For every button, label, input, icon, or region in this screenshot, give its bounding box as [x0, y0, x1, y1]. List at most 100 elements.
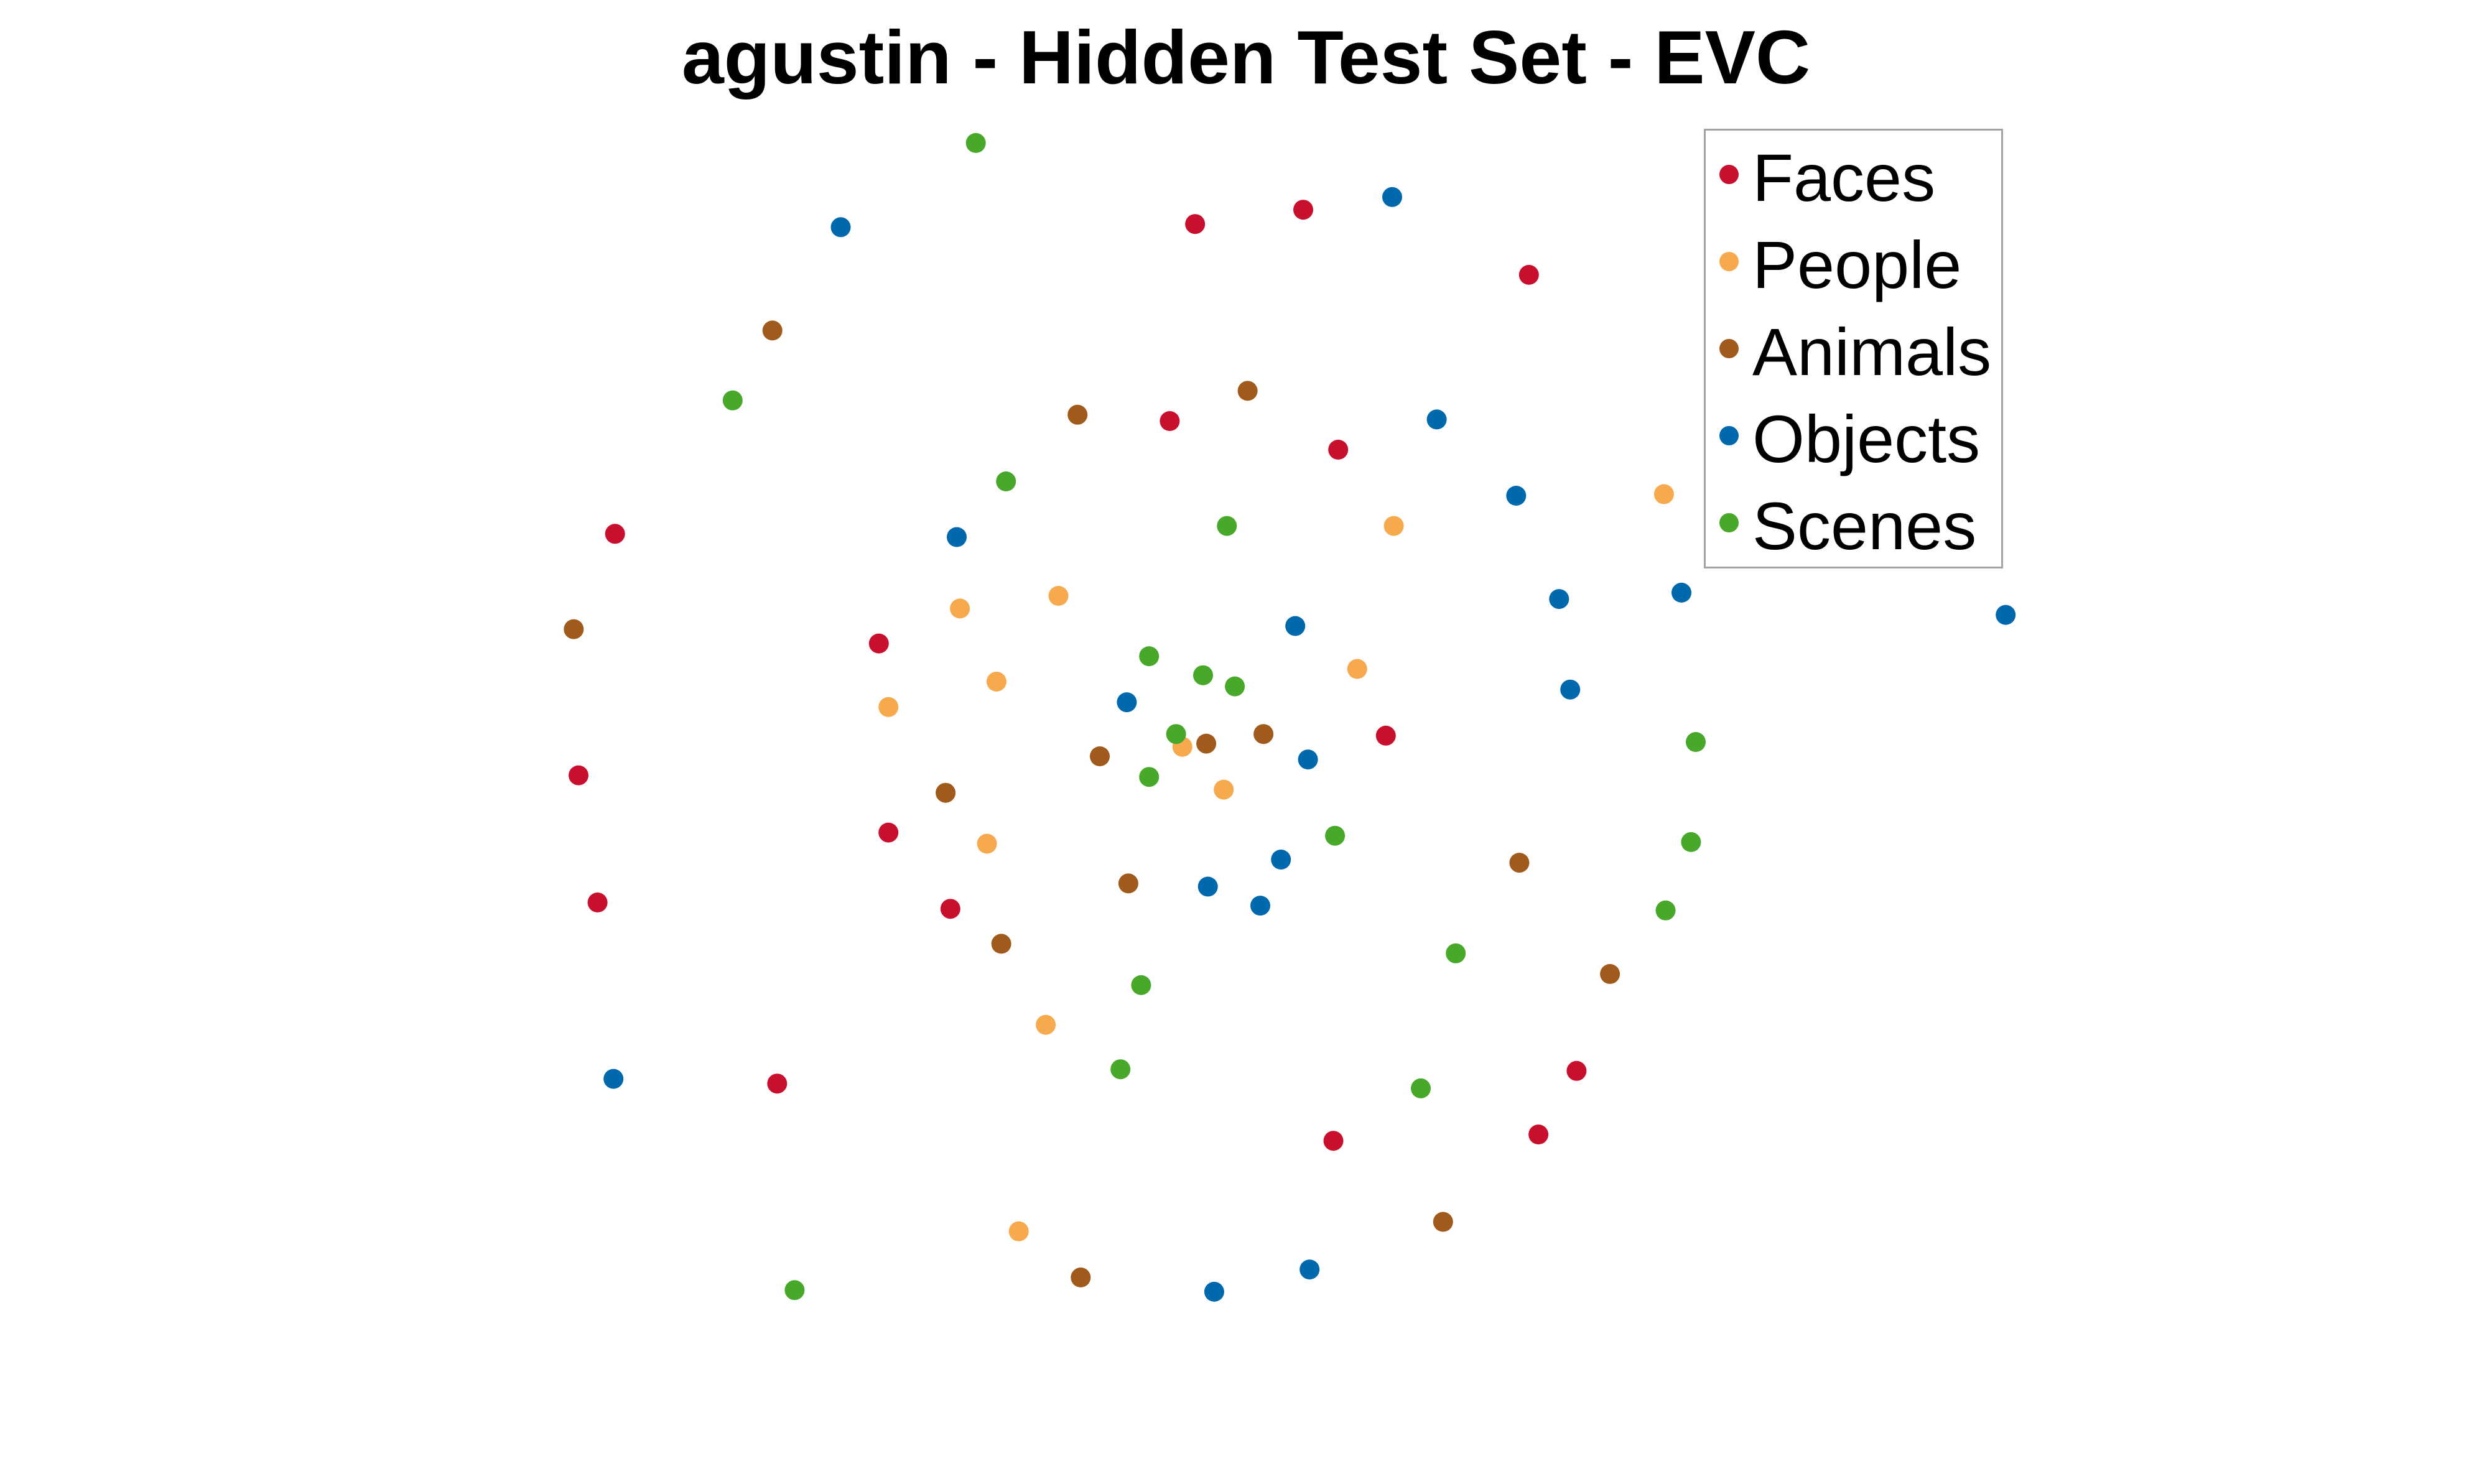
point-animals-3 [564, 619, 584, 639]
point-objects-6 [1549, 589, 1569, 610]
point-people-2 [1048, 586, 1069, 606]
legend-item-scenes: Scenes [1706, 479, 2001, 566]
point-objects-13 [1197, 876, 1218, 897]
point-faces-1 [1293, 200, 1313, 220]
point-animals-1 [1237, 381, 1258, 401]
point-animals-0 [762, 320, 783, 341]
point-faces-0 [1185, 214, 1206, 234]
legend-label-people: People [1752, 227, 1962, 302]
legend-marker-animals [1719, 339, 1739, 358]
point-animals-12 [1433, 1212, 1453, 1232]
point-animals-5 [1196, 733, 1217, 754]
point-people-0 [1653, 484, 1674, 504]
point-scenes-2 [996, 471, 1016, 491]
point-faces-7 [1375, 725, 1396, 746]
legend-label-animals: Animals [1752, 314, 1992, 389]
point-people-9 [977, 833, 997, 854]
series-people [878, 484, 1674, 1241]
point-objects-3 [1506, 486, 1527, 506]
series-animals [564, 320, 1620, 1287]
point-objects-8 [1285, 616, 1306, 636]
point-faces-6 [868, 633, 889, 654]
point-scenes-16 [1411, 1078, 1431, 1098]
point-people-5 [986, 671, 1007, 692]
point-objects-0 [830, 217, 851, 238]
point-scenes-5 [1193, 665, 1213, 685]
point-scenes-6 [1225, 676, 1245, 697]
legend-marker-faces [1719, 165, 1739, 184]
point-people-4 [1347, 659, 1367, 679]
point-animals-10 [991, 934, 1011, 954]
point-scenes-7 [1166, 724, 1186, 744]
legend-item-animals: Animals [1706, 305, 2001, 392]
legend-marker-scenes [1719, 513, 1739, 532]
point-scenes-8 [1686, 732, 1706, 752]
legend-item-people: People [1706, 218, 2001, 305]
point-faces-11 [940, 899, 960, 919]
point-faces-8 [569, 765, 588, 786]
point-scenes-3 [1217, 516, 1237, 536]
point-scenes-1 [722, 390, 743, 410]
point-animals-4 [1253, 724, 1274, 744]
point-scenes-17 [784, 1280, 805, 1301]
point-objects-4 [947, 527, 967, 547]
point-faces-12 [1566, 1060, 1587, 1081]
point-faces-3 [1160, 411, 1180, 431]
point-objects-11 [1298, 749, 1318, 770]
point-objects-1 [1382, 187, 1402, 207]
point-faces-15 [1323, 1131, 1344, 1151]
point-objects-17 [1204, 1281, 1224, 1302]
point-people-1 [1383, 516, 1404, 536]
point-objects-15 [603, 1069, 624, 1089]
point-objects-2 [1426, 409, 1447, 430]
point-faces-5 [605, 524, 625, 544]
point-faces-13 [767, 1074, 788, 1094]
point-animals-6 [1090, 746, 1110, 766]
point-animals-13 [1071, 1267, 1091, 1287]
point-scenes-11 [1681, 832, 1701, 852]
series-objects [603, 187, 2016, 1302]
point-scenes-0 [965, 132, 986, 153]
point-animals-9 [1118, 873, 1138, 894]
point-scenes-9 [1139, 767, 1160, 787]
point-animals-7 [936, 782, 956, 803]
legend-marker-people [1719, 252, 1739, 271]
point-people-3 [950, 598, 970, 619]
point-objects-10 [1117, 692, 1137, 713]
series-faces [569, 200, 1587, 1151]
point-scenes-12 [1655, 900, 1676, 921]
point-objects-16 [1299, 1259, 1320, 1280]
point-faces-2 [1518, 264, 1539, 285]
legend-label-faces: Faces [1752, 140, 1936, 215]
point-scenes-15 [1110, 1059, 1131, 1080]
legend-item-objects: Objects [1706, 392, 2001, 479]
point-faces-4 [1328, 440, 1349, 460]
point-people-11 [1008, 1221, 1029, 1241]
legend: Faces People Animals Objects Scenes [1704, 129, 2003, 568]
legend-label-objects: Objects [1752, 401, 1981, 476]
series-scenes [722, 132, 1706, 1301]
point-scenes-14 [1131, 975, 1151, 995]
point-objects-5 [1671, 582, 1691, 603]
point-scenes-13 [1446, 943, 1466, 963]
point-scenes-4 [1139, 646, 1160, 667]
point-objects-7 [1996, 605, 2016, 625]
point-objects-14 [1250, 896, 1270, 916]
point-animals-11 [1600, 964, 1620, 984]
point-animals-2 [1067, 404, 1088, 425]
chart-title: agustin - Hidden Test Set - EVC [681, 15, 1811, 100]
point-people-8 [1214, 779, 1234, 800]
legend-marker-objects [1719, 426, 1739, 445]
point-objects-12 [1271, 850, 1291, 870]
point-people-10 [1036, 1014, 1056, 1035]
point-faces-9 [878, 822, 899, 843]
point-animals-8 [1509, 853, 1530, 873]
point-objects-9 [1560, 679, 1581, 700]
point-people-6 [878, 697, 899, 717]
point-scenes-10 [1325, 825, 1346, 846]
legend-label-scenes: Scenes [1752, 488, 1977, 563]
point-faces-14 [1528, 1125, 1549, 1144]
point-faces-10 [587, 893, 608, 912]
legend-item-faces: Faces [1706, 131, 2001, 218]
